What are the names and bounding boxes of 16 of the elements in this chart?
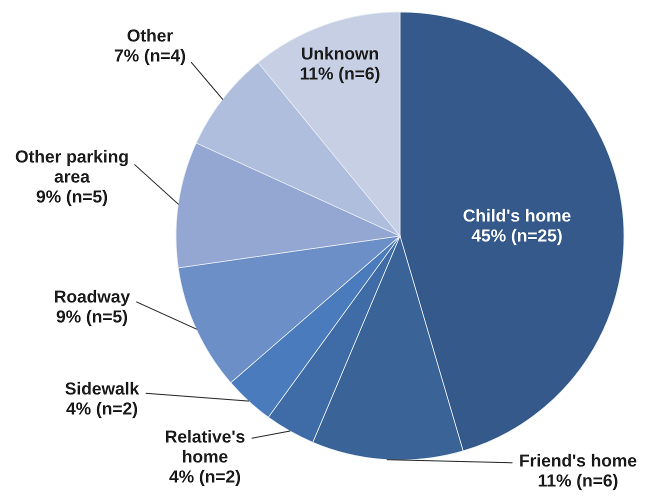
slice-label: Other <box>128 28 173 42</box>
slice-label: Relative's home <box>166 430 244 463</box>
data-label: 9% (n=5) <box>56 310 128 326</box>
slice-label: Other parking area <box>16 150 128 183</box>
data-label: 11% (n=6) <box>300 66 380 84</box>
data-label: 4% (n=2) <box>169 470 240 486</box>
slice-label: Child's home <box>464 208 571 222</box>
slice-label: Roadway <box>55 290 130 306</box>
data-label: 7% (n=4) <box>114 48 186 66</box>
data-label: 11% (n=6) <box>538 474 618 490</box>
slice-label: Sidewalk <box>65 382 140 395</box>
slice-label: Friend's home <box>520 454 636 467</box>
data-label: 45% (n=25) <box>472 228 562 246</box>
slice-label: Unknown <box>302 46 378 60</box>
data-label: 9% (n=5) <box>36 190 108 206</box>
data-label: 4% (n=2) <box>66 402 138 418</box>
